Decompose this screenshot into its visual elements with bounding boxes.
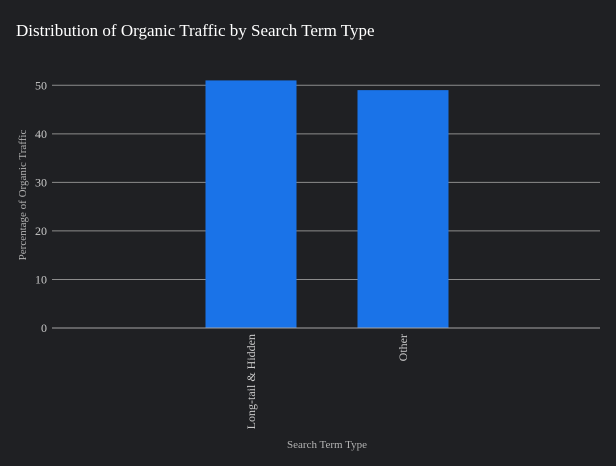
x-axis-label: Search Term Type	[287, 439, 367, 451]
y-axis-label: Percentage of Organic Traffic	[17, 130, 29, 261]
chart-title: Distribution of Organic Traffic by Searc…	[16, 21, 375, 40]
y-tick-labels: 0 10 20 30 40 50	[35, 78, 47, 335]
x-tick-label: Long-tail & Hidden	[244, 334, 258, 429]
y-tick-label: 0	[41, 321, 47, 335]
x-tick-labels: Long-tail & Hidden Other	[244, 334, 410, 429]
bar	[357, 90, 449, 328]
y-tick-label: 20	[35, 224, 47, 238]
bar	[205, 80, 297, 328]
x-tick-label: Other	[396, 334, 410, 361]
y-tick-label: 40	[35, 127, 47, 141]
y-tick-label: 50	[35, 78, 47, 92]
gridlines	[52, 84, 600, 280]
y-tick-label: 10	[35, 272, 47, 286]
y-tick-label: 30	[35, 175, 47, 189]
bars	[205, 80, 449, 328]
